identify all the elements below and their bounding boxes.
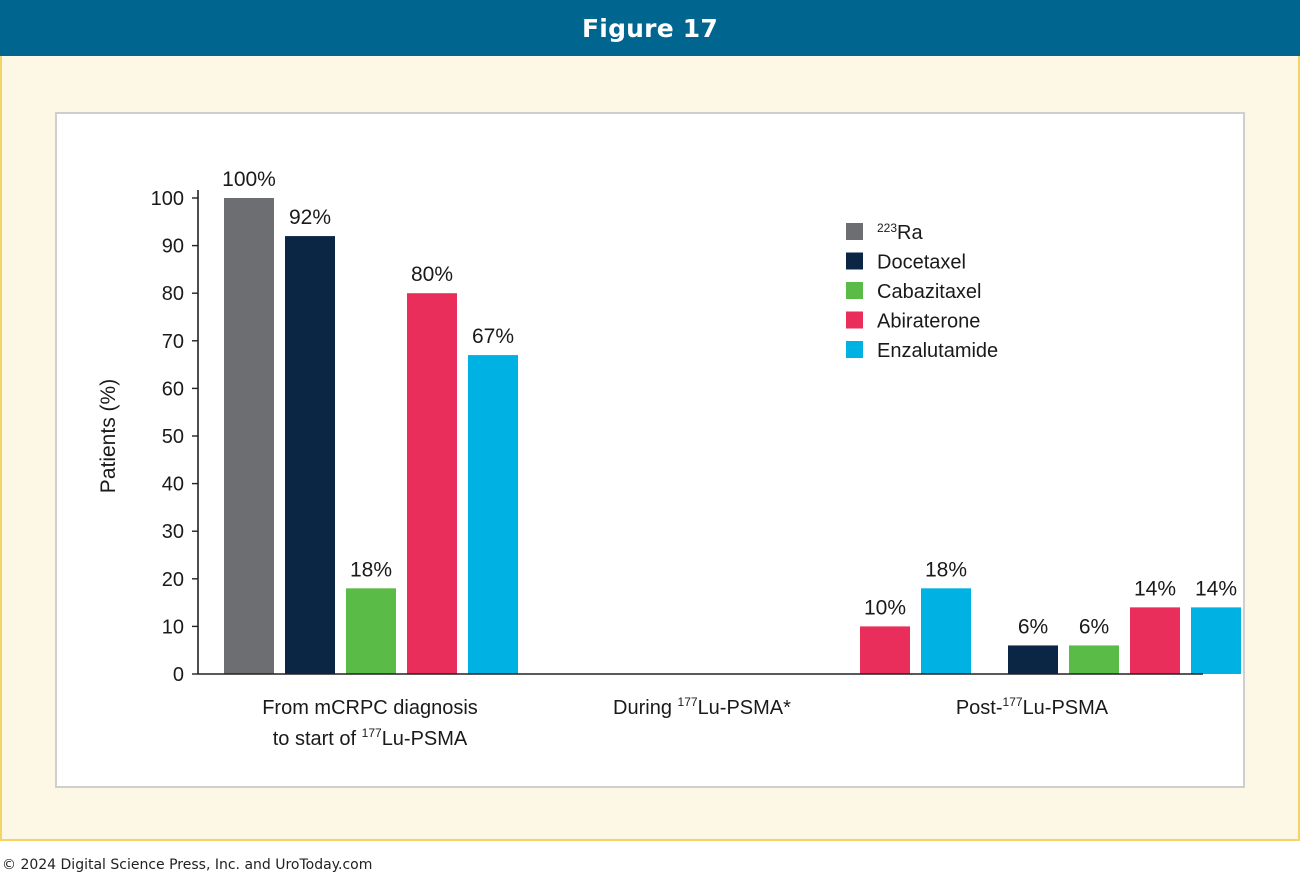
bar-data-label: 92% — [289, 206, 331, 229]
bar-data-label: 6% — [1018, 615, 1048, 638]
bar — [407, 293, 457, 674]
bar-data-label: 14% — [1195, 577, 1237, 600]
figure-title: Figure 17 — [582, 13, 718, 43]
y-tick-label: 50 — [162, 426, 184, 448]
y-tick-label: 90 — [162, 236, 184, 258]
bar — [1069, 645, 1119, 674]
bar — [1130, 607, 1180, 674]
bar — [1191, 607, 1241, 674]
x-category-label: Post-177Lu-PSMA — [956, 695, 1109, 719]
y-tick-label: 40 — [162, 474, 184, 496]
x-category-label: From mCRPC diagnosis — [262, 697, 478, 719]
bar — [921, 588, 971, 674]
legend-label: Docetaxel — [877, 252, 966, 274]
bar-data-label: 6% — [1079, 615, 1109, 638]
bar-data-label: 18% — [925, 558, 967, 581]
legend-swatch — [846, 311, 863, 329]
bar-data-label: 18% — [350, 558, 392, 581]
y-tick-label: 80 — [162, 283, 184, 305]
y-tick-label: 30 — [162, 521, 184, 543]
legend-swatch — [846, 252, 863, 270]
figure-header: Figure 17 — [0, 0, 1300, 56]
y-axis-label: Patients (%) — [97, 379, 120, 493]
bar-data-label: 14% — [1134, 577, 1176, 600]
bar-data-label: 80% — [411, 263, 453, 286]
bar — [346, 588, 396, 674]
bar — [224, 198, 274, 674]
x-category-label: to start of 177Lu-PSMA — [273, 726, 468, 750]
bar-data-label: 67% — [472, 325, 514, 348]
legend-label: Abiraterone — [877, 311, 980, 333]
y-tick-label: 100 — [151, 188, 184, 210]
bar — [285, 236, 335, 674]
legend-swatch — [846, 282, 863, 299]
y-tick-label: 0 — [173, 664, 184, 686]
legend-label: Cabazitaxel — [877, 281, 982, 303]
y-tick-label: 10 — [162, 616, 184, 638]
legend-label: 223Ra — [877, 221, 923, 244]
bar — [468, 355, 518, 674]
bar — [1008, 645, 1058, 674]
legend-swatch — [846, 223, 863, 240]
x-category-label: During 177Lu-PSMA* — [613, 695, 791, 719]
y-tick-label: 60 — [162, 378, 184, 400]
bar — [860, 626, 910, 674]
bar-data-label: 100% — [222, 168, 276, 191]
y-tick-label: 70 — [162, 331, 184, 353]
bar-data-label: 10% — [864, 596, 906, 619]
y-tick-label: 20 — [162, 569, 184, 591]
copyright-footer: © 2024 Digital Science Press, Inc. and U… — [2, 857, 373, 873]
legend-label: Enzalutamide — [877, 340, 998, 362]
legend-swatch — [846, 341, 863, 358]
